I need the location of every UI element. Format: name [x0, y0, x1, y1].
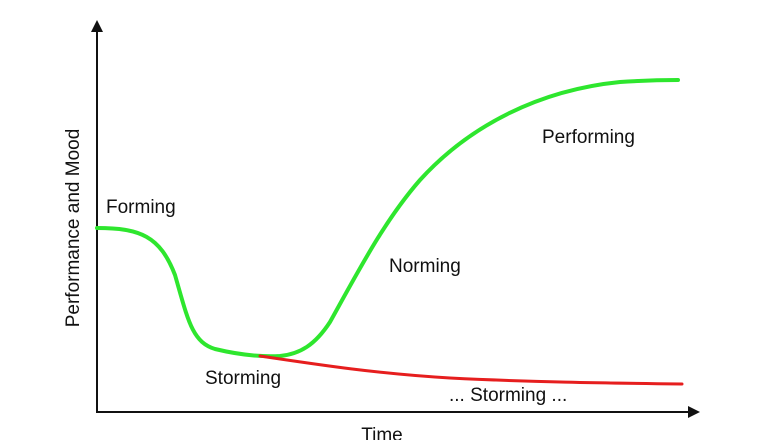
stage-label: Forming — [106, 197, 176, 218]
storming-curve — [258, 354, 684, 386]
stage-label: Norming — [389, 256, 461, 277]
y-axis-label: Performance and Mood — [63, 129, 84, 328]
stage-label: Performing — [542, 127, 635, 148]
x-axis-label: Time — [361, 425, 403, 440]
stage-label: ... Storming ... — [449, 385, 567, 406]
team-curve — [95, 78, 680, 359]
stage-label: Storming — [205, 368, 281, 389]
